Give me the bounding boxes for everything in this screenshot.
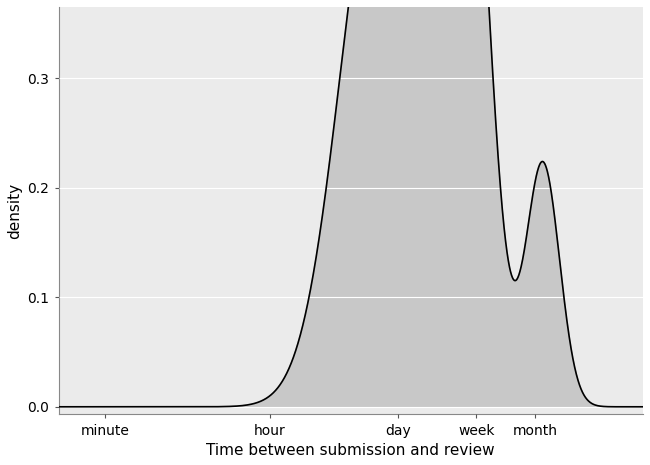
Y-axis label: density: density <box>7 183 22 239</box>
X-axis label: Time between submission and review: Time between submission and review <box>207 443 495 458</box>
